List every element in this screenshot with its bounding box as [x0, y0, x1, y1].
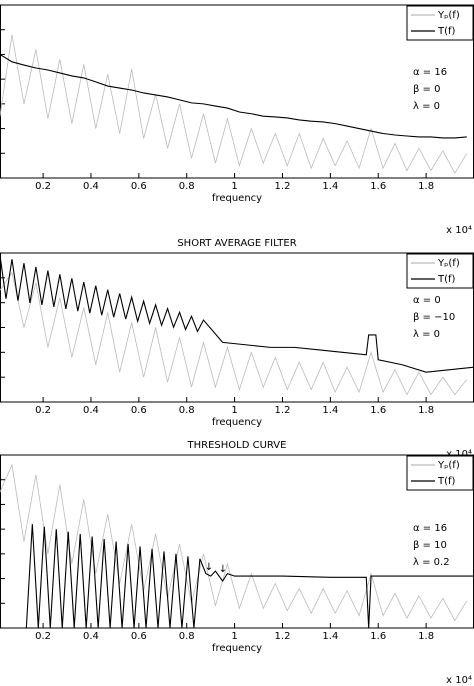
legend-label: Yₚ(f): [437, 10, 460, 21]
x-axis-label: frequency: [212, 643, 262, 654]
plot-frame: [0, 4, 474, 179]
x-exponent: x 10⁴: [446, 225, 472, 236]
x-tick-label: 0.6: [131, 631, 147, 642]
legend-label: T(f): [437, 274, 456, 285]
x-tick-label: 1: [231, 181, 237, 192]
x-tick-label: 1.2: [275, 181, 291, 192]
x-tick-label: 0.2: [35, 181, 51, 192]
x-tick-label: 1.8: [418, 405, 434, 416]
legend-label: Yₚ(f): [437, 258, 460, 269]
annotation: α = 0: [413, 295, 441, 306]
annotation: λ = 0: [413, 329, 440, 340]
arrow-marker: ↓: [205, 562, 213, 573]
x-tick-label: 1.2: [275, 631, 291, 642]
x-tick-label: 1.6: [370, 405, 386, 416]
annotation: α = 16: [413, 67, 447, 78]
annotation: α = 16: [413, 523, 447, 534]
x-axis-label: frequency: [212, 193, 262, 204]
annotation: β = 0: [413, 84, 440, 95]
x-tick-label: 1: [231, 405, 237, 416]
series-line: [0, 271, 468, 396]
x-tick-label: 1.8: [418, 631, 434, 642]
x-tick-label: 0.4: [83, 631, 99, 642]
x-tick-label: 1.4: [322, 405, 338, 416]
x-tick-label: 1.4: [322, 631, 338, 642]
x-tick-label: 0.8: [179, 631, 195, 642]
legend-label: T(f): [437, 476, 456, 487]
x-tick-label: 0.2: [35, 631, 51, 642]
x-tick-label: 1.8: [418, 181, 434, 192]
x-tick-label: 1.6: [370, 181, 386, 192]
series-line: [0, 463, 468, 622]
arrow-marker: ↓: [219, 564, 227, 575]
annotation: λ = 0: [413, 101, 440, 112]
annotation: β = −10: [413, 312, 455, 323]
series-line: [0, 34, 468, 174]
x-tick-label: 1.2: [275, 405, 291, 416]
x-tick-label: 1.4: [322, 181, 338, 192]
x-tick-label: 0.6: [131, 405, 147, 416]
chart-title: THRESHOLD CURVE: [187, 440, 287, 451]
series-line: [0, 53, 467, 139]
x-axis-label: frequency: [212, 417, 262, 428]
x-tick-label: 0.8: [179, 405, 195, 416]
annotation: λ = 0.2: [413, 557, 450, 568]
legend-box: [406, 455, 474, 491]
legend-label: Yₚ(f): [437, 460, 460, 471]
series-line: [0, 255, 474, 373]
annotation: β = 10: [413, 540, 447, 551]
x-tick-label: 0.4: [83, 181, 99, 192]
plot-frame: [0, 252, 474, 403]
series-line: [25, 524, 474, 629]
legend-box: [406, 253, 474, 289]
plot-frame: [0, 454, 474, 629]
x-tick-label: 0.2: [35, 405, 51, 416]
legend-label: T(f): [437, 26, 456, 37]
x-tick-label: 0.6: [131, 181, 147, 192]
x-tick-label: 0.4: [83, 405, 99, 416]
x-tick-label: 0.8: [179, 181, 195, 192]
chart-title: SHORT AVERAGE FILTER: [177, 238, 296, 249]
legend-box: [406, 5, 474, 41]
x-tick-label: 1.6: [370, 631, 386, 642]
x-tick-label: 1: [231, 631, 237, 642]
x-exponent: x 10⁴: [446, 675, 472, 686]
